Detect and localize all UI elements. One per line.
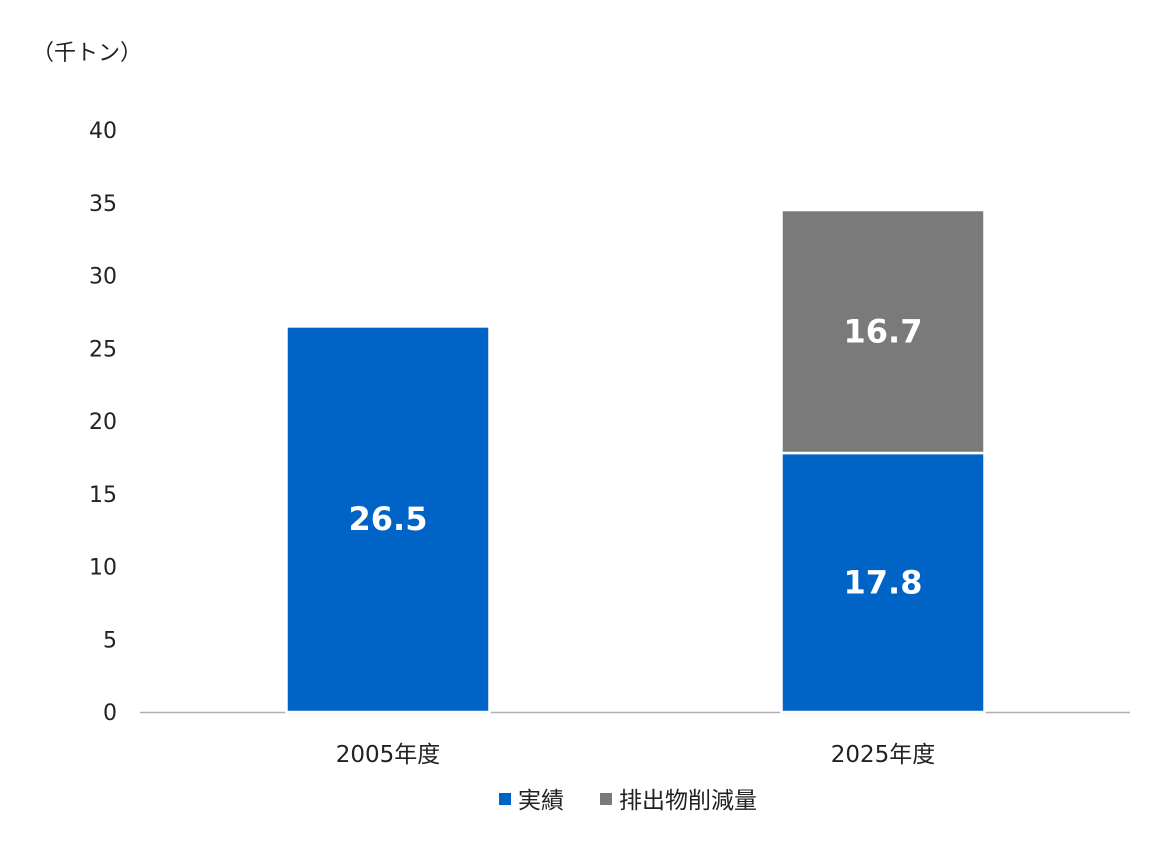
y-tick-label: 0 <box>103 701 117 726</box>
y-tick-label: 15 <box>89 483 117 508</box>
y-tick-label: 20 <box>89 410 117 435</box>
bar-segment <box>285 325 491 714</box>
legend-label-reduction: 排出物削減量 <box>619 788 757 814</box>
legend: 実績 排出物削減量 <box>499 788 757 814</box>
y-tick-label: 30 <box>89 265 117 290</box>
category-labels: 2005年度 2025年度 <box>336 742 936 768</box>
legend-swatch-reduction <box>600 793 612 805</box>
data-label: 17.8 <box>844 564 923 602</box>
y-tick-label: 25 <box>89 337 117 362</box>
x-tick-label: 2025年度 <box>831 742 936 768</box>
bar-segment <box>780 208 986 455</box>
unit-label: （千トン） <box>32 41 142 66</box>
legend-swatch-actual <box>499 793 511 805</box>
y-axis-ticks: 0 5 10 15 20 25 30 35 40 <box>89 119 117 726</box>
y-tick-label: 10 <box>89 556 117 581</box>
data-labels: 26.5 17.8 16.7 <box>349 313 923 602</box>
bar-segment <box>780 451 986 714</box>
y-tick-label: 5 <box>103 628 117 653</box>
x-tick-label: 2005年度 <box>336 742 441 768</box>
legend-label-actual: 実績 <box>518 788 564 814</box>
y-tick-label: 35 <box>89 192 117 217</box>
data-label: 26.5 <box>349 500 428 538</box>
bars <box>285 208 986 714</box>
y-tick-label: 40 <box>89 119 117 144</box>
data-label: 16.7 <box>844 313 923 351</box>
